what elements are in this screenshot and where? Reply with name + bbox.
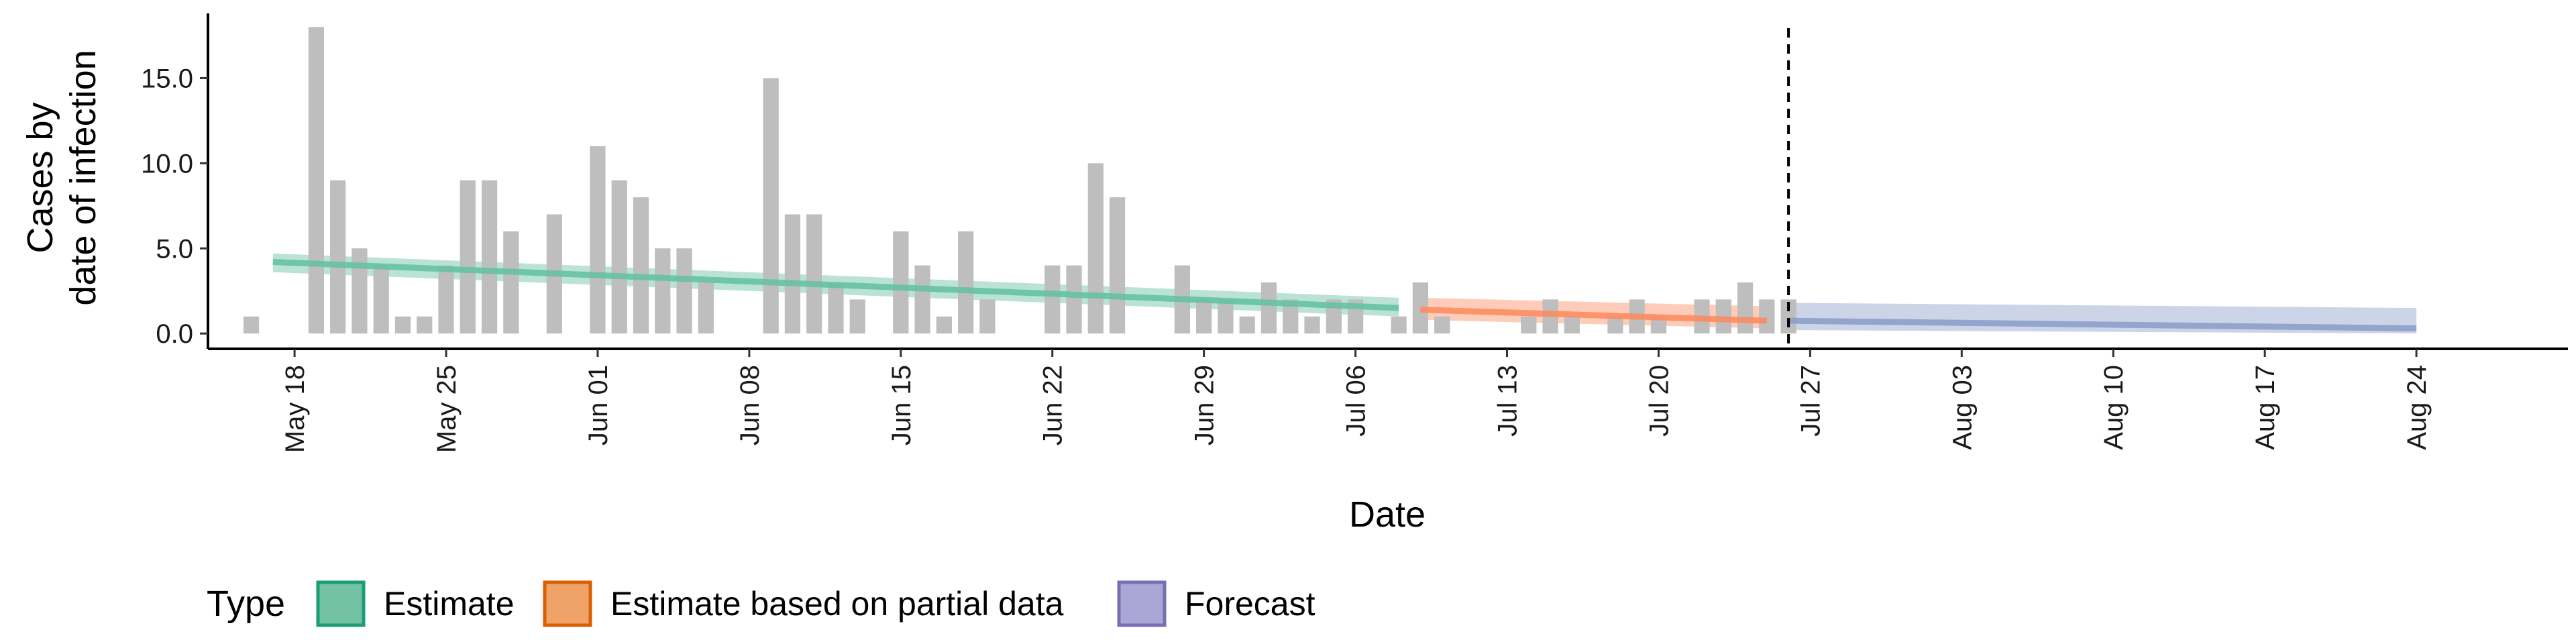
bar: [633, 197, 649, 334]
bar: [936, 316, 952, 334]
bar: [1412, 282, 1429, 334]
x-axis-title: Date: [1349, 494, 1426, 535]
x-tick-label: Jun 01: [584, 365, 613, 445]
bar: [1521, 316, 1537, 334]
bar: [438, 265, 454, 334]
bar: [893, 231, 909, 334]
x-tick-label: Jul 20: [1644, 365, 1674, 437]
y-tick-label: 15.0: [141, 64, 193, 93]
line-estimate: [272, 259, 1399, 311]
y-axis-title-line-1: Cases by: [20, 102, 60, 253]
legend-label: Estimate: [384, 585, 515, 623]
bar: [1109, 197, 1126, 334]
x-tick-label: Aug 10: [2099, 365, 2129, 450]
x-tick-label: Aug 03: [1947, 365, 1977, 450]
y-tick-label: 0.0: [156, 319, 193, 349]
bar: [1218, 299, 1234, 334]
y-tick-label: 10.0: [141, 149, 193, 178]
bar: [394, 316, 411, 334]
series-lines: [272, 259, 2417, 332]
bar: [698, 282, 714, 334]
legend-label: Forecast: [1185, 585, 1316, 623]
y-tick-label: 5.0: [156, 234, 193, 264]
x-tick-label: Jun 15: [887, 365, 916, 445]
legend-title: Type: [207, 584, 285, 624]
bar: [373, 265, 389, 334]
bar: [1239, 316, 1255, 334]
bar: [828, 282, 844, 334]
bar: [1391, 316, 1407, 334]
bar: [1650, 316, 1667, 334]
axes: 0.0 5.0 10.0 15.0 May 18 May 25 Jun 01 Jun 08 Ju…: [141, 13, 2568, 453]
line-forecast: [1788, 317, 2417, 332]
bar: [1066, 265, 1082, 334]
legend-swatch: [543, 580, 592, 627]
bar: [676, 248, 692, 334]
x-tick-label: Jul 27: [1796, 365, 1825, 437]
bar: [763, 78, 779, 334]
x-tick-label: Jun 08: [735, 365, 765, 445]
x-tick-label: Jun 22: [1038, 365, 1068, 445]
bar: [1607, 316, 1623, 334]
bar: [784, 214, 801, 334]
bar: [243, 316, 260, 334]
bar: [590, 146, 606, 334]
bar: [1780, 299, 1796, 334]
x-tick-label: Jun 29: [1190, 365, 1220, 445]
x-tick-label: May 18: [280, 365, 310, 453]
bar: [1044, 265, 1061, 334]
bar: [417, 316, 433, 334]
bar: [958, 231, 974, 334]
bar: [914, 265, 930, 334]
bar: [1196, 299, 1212, 334]
legend: Type Estimate Estimate based on partial d…: [207, 580, 1316, 627]
bar: [1087, 163, 1104, 334]
legend-swatch: [316, 580, 366, 627]
bar: [503, 231, 519, 334]
bar: [655, 248, 671, 334]
x-tick-label: Jul 06: [1342, 365, 1371, 437]
bar: [1260, 282, 1277, 334]
bar: [849, 299, 865, 334]
bar: [330, 180, 346, 334]
bar: [611, 180, 627, 334]
bar: [1283, 299, 1299, 334]
bar: [1759, 299, 1775, 334]
x-tick-label: May 25: [432, 365, 462, 453]
y-axis-title-line-2: date of infection: [63, 50, 103, 305]
line-estimate-based-on-partial-data: [1420, 307, 1767, 324]
bar: [1737, 282, 1754, 334]
bar: [352, 248, 368, 334]
x-tick-label: Aug 24: [2402, 365, 2432, 450]
bar: [308, 27, 324, 334]
bar: [481, 180, 498, 334]
bar: [1434, 316, 1450, 334]
legend-swatch: [1117, 580, 1167, 627]
bar: [1304, 316, 1320, 334]
bar: [460, 180, 476, 334]
bar: [979, 299, 996, 334]
bar: [806, 214, 822, 334]
x-tick-label: Jul 13: [1493, 365, 1523, 437]
legend-label: Estimate based on partial data: [610, 585, 1064, 623]
x-tick-label: Aug 17: [2251, 365, 2280, 450]
bar: [1564, 316, 1580, 334]
